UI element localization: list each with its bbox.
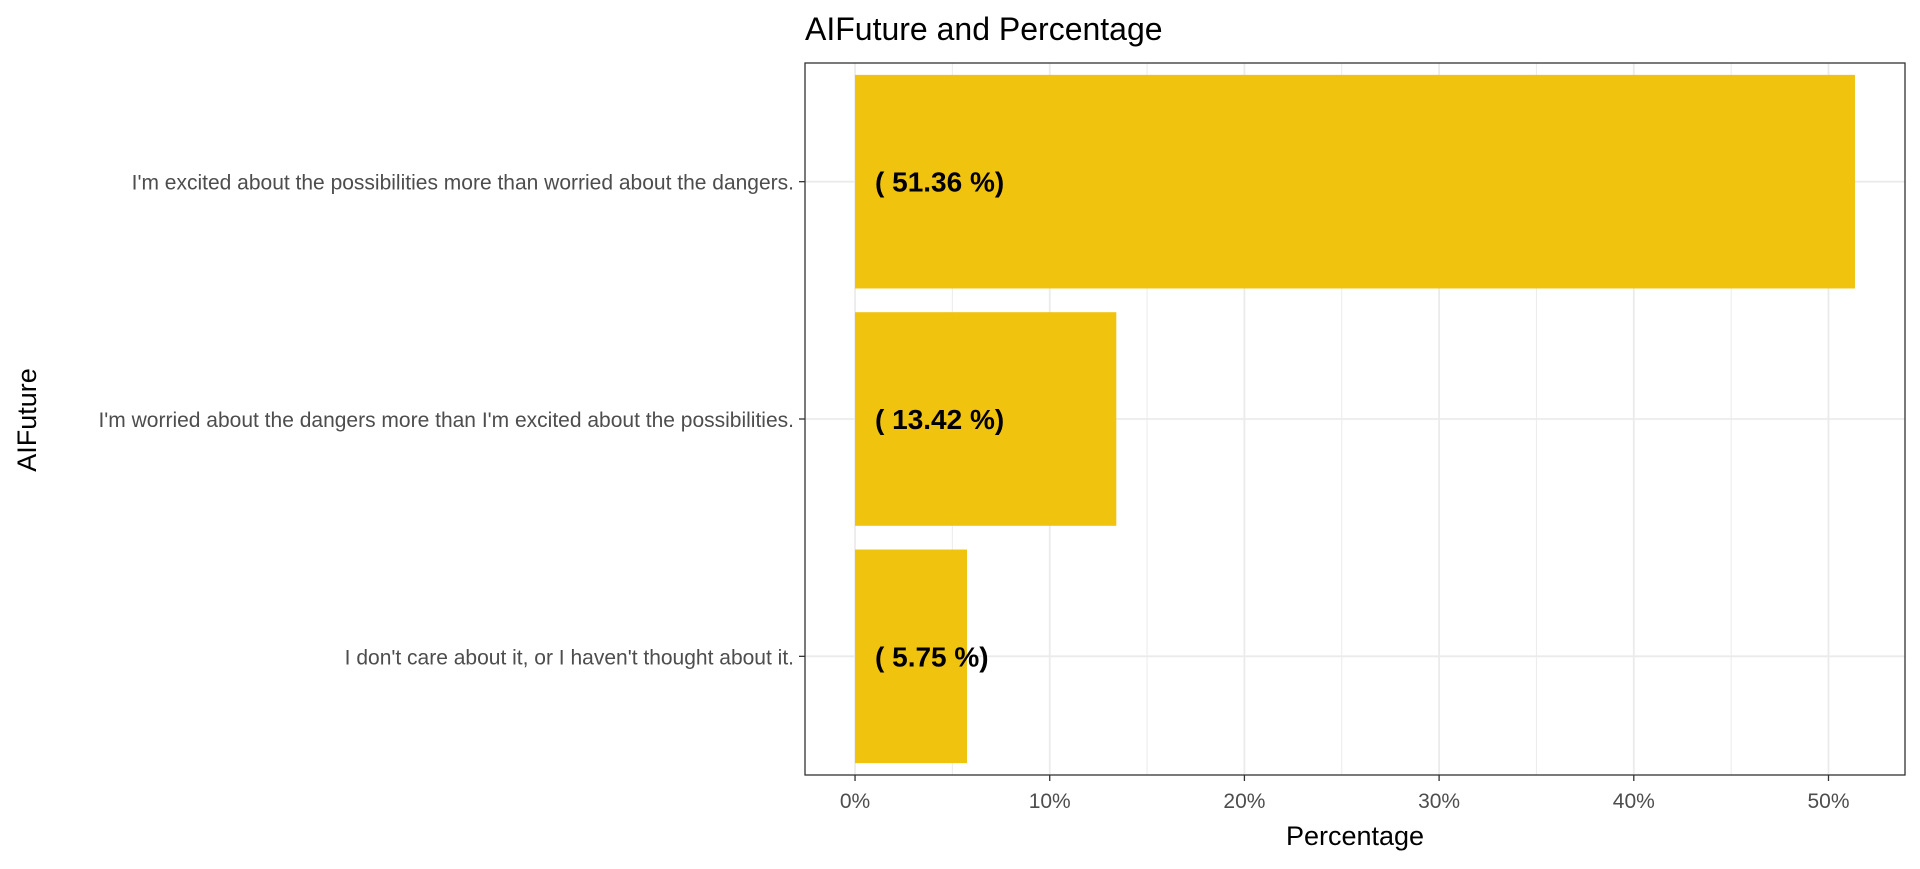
x-tick-label: 30% bbox=[1418, 790, 1460, 813]
x-tick-label: 10% bbox=[1029, 790, 1071, 813]
bar-value-label: ( 51.36 %) bbox=[875, 167, 1004, 198]
x-axis-title: Percentage bbox=[1286, 821, 1424, 851]
x-tick-label: 40% bbox=[1613, 790, 1655, 813]
bars bbox=[855, 74, 1855, 764]
bar-value-label: ( 13.42 %) bbox=[875, 404, 1004, 435]
y-tick-label: I don't care about it, or I haven't thou… bbox=[345, 646, 794, 669]
bar bbox=[855, 74, 1855, 289]
data-labels: ( 51.36 %) ( 13.42 %) ( 5.75 %) bbox=[875, 167, 1004, 673]
bar-value-label: ( 5.75 %) bbox=[875, 641, 989, 672]
bar bbox=[855, 312, 1117, 526]
chart-title: AIFuture and Percentage bbox=[805, 11, 1163, 47]
y-axis-title: AIFuture bbox=[12, 368, 42, 472]
y-tick-label: I'm worried about the dangers more than … bbox=[98, 409, 794, 432]
bar bbox=[855, 549, 967, 764]
x-tick-label: 50% bbox=[1807, 790, 1849, 813]
y-tick-label: I'm excited about the possibilities more… bbox=[132, 172, 794, 195]
y-axis: I'm excited about the possibilities more… bbox=[98, 172, 805, 669]
x-tick-label: 0% bbox=[840, 790, 870, 813]
x-tick-label: 20% bbox=[1223, 790, 1265, 813]
x-axis: 0% 10% 20% 30% 40% 50% bbox=[840, 775, 1850, 813]
